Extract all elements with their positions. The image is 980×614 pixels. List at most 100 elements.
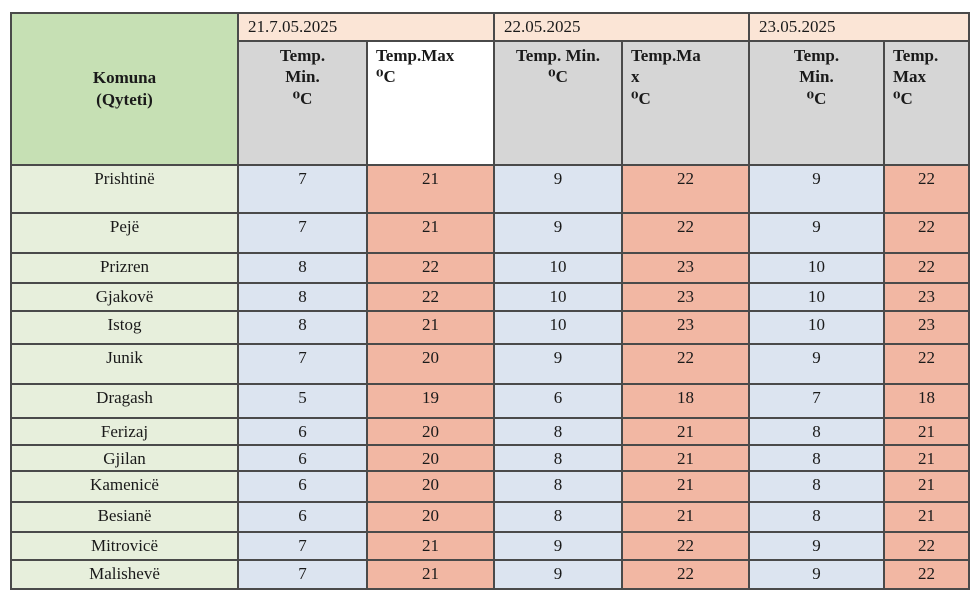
temp-min-value: 8 [748,417,885,446]
temp-min-value: 6 [237,470,368,503]
column-header-row: Temp. Min. ⁰C Temp.Max ⁰C Temp. Min. ⁰C Tem… [11,40,970,166]
temp-max-value: 21 [621,470,750,503]
city-cell: Ferizaj [10,417,239,446]
temp-max-value: 22 [883,343,970,385]
temp-max-value: 20 [366,343,495,385]
temp-max-value: 21 [621,444,750,472]
temp-min-value: 9 [748,343,885,385]
temp-min-value: 10 [493,252,623,284]
temp-max-value: 21 [621,501,750,533]
table-row: Malishevë 7 21 9 22 9 22 [10,559,970,590]
temp-min-value: 8 [237,252,368,284]
temp-max-value: 22 [621,343,750,385]
temp-min-value: 9 [493,559,623,590]
city-cell: Dragash [10,383,239,419]
temp-max-value: 21 [366,531,495,561]
table-row: Prishtinë 7 21 9 22 9 22 [10,164,970,214]
temp-max-value: 23 [621,282,750,312]
city-cell: Prizren [10,252,239,284]
table-row: Prizren 8 22 10 23 10 22 [10,252,970,284]
temp-min-value: 10 [748,252,885,284]
temp-max-value: 21 [366,559,495,590]
temp-min-value: 8 [748,444,885,472]
temp-max-value: 22 [883,212,970,254]
temp-min-value: 8 [493,501,623,533]
temp-min-value: 8 [237,310,368,345]
temp-max-value: 21 [366,310,495,345]
temp-max-value: 18 [883,383,970,419]
temp-min-value: 9 [493,531,623,561]
temp-min-value: 8 [493,417,623,446]
temp-max-value: 21 [883,417,970,446]
temp-max-value: 22 [621,212,750,254]
city-cell: Junik [10,343,239,385]
city-cell: Mitrovicë [10,531,239,561]
temp-max-value: 21 [621,417,750,446]
temp-min-value: 6 [493,383,623,419]
temp-max-column-header: Temp.Ma x ⁰C [621,40,750,166]
city-cell: Prishtinë [10,164,239,214]
temp-min-value: 9 [748,559,885,590]
city-cell: Besianë [10,501,239,533]
temp-max-value: 22 [366,252,495,284]
table-row: Mitrovicë 7 21 9 22 9 22 [10,531,970,561]
temp-min-value: 9 [493,212,623,254]
temp-max-value: 18 [621,383,750,419]
table-row: Gjilan 6 20 8 21 8 21 [10,444,970,472]
temp-max-value: 22 [621,559,750,590]
date-header-row: Komuna (Qyteti) 21.7.05.2025 22.05.2025 23… [10,12,970,166]
table-row: Gjakovë 8 22 10 23 10 23 [10,282,970,312]
temp-max-value: 20 [366,470,495,503]
temp-max-value: 19 [366,383,495,419]
temp-min-value: 10 [493,310,623,345]
temp-max-value: 22 [883,164,970,214]
temp-min-value: 7 [237,164,368,214]
temp-max-column-header: Temp.Max ⁰C [366,40,495,166]
temp-max-value: 21 [366,164,495,214]
temp-min-value: 7 [237,212,368,254]
table-row: Dragash 5 19 6 18 7 18 [10,383,970,419]
temp-min-value: 7 [237,531,368,561]
city-cell: Istog [10,310,239,345]
temp-max-value: 20 [366,501,495,533]
table-body: Prishtinë 7 21 9 22 9 22 Pejë 7 21 9 22 9 22 Prizren 8 2… [10,164,970,590]
date-header: 22.05.2025 [493,12,750,42]
temp-max-value: 23 [621,310,750,345]
date-header: 21.7.05.2025 [237,12,495,42]
city-cell: Gjilan [10,444,239,472]
city-cell: Malishevë [10,559,239,590]
temp-min-value: 9 [748,164,885,214]
temp-min-value: 8 [237,282,368,312]
temp-min-value: 7 [748,383,885,419]
table-row: Besianë 6 20 8 21 8 21 [10,501,970,533]
table-row: Ferizaj 6 20 8 21 8 21 [10,417,970,446]
temp-max-value: 23 [883,310,970,345]
temp-min-column-header: Temp. Min. ⁰C [237,40,368,166]
city-cell: Kamenicë [10,470,239,503]
temp-min-value: 5 [237,383,368,419]
temp-min-value: 6 [237,444,368,472]
temp-min-value: 8 [493,444,623,472]
table-row: Istog 8 21 10 23 10 23 [10,310,970,345]
temp-min-value: 6 [237,417,368,446]
table-header: Komuna (Qyteti) 21.7.05.2025 22.05.2025 23… [10,12,970,166]
temp-max-value: 22 [883,559,970,590]
city-cell: Gjakovë [10,282,239,312]
temp-min-value: 9 [748,531,885,561]
temp-min-value: 10 [748,310,885,345]
temp-max-value: 23 [621,252,750,284]
weather-forecast-table: Komuna (Qyteti) 21.7.05.2025 22.05.2025 23… [10,12,970,590]
temp-min-value: 7 [237,343,368,385]
temp-min-value: 6 [237,501,368,533]
temp-min-value: 8 [748,501,885,533]
temp-max-value: 23 [883,282,970,312]
temp-max-value: 21 [883,501,970,533]
temp-max-value: 22 [883,252,970,284]
date-header: 23.05.2025 [748,12,970,42]
temp-max-value: 21 [366,212,495,254]
temp-max-value: 21 [883,470,970,503]
temp-min-value: 9 [493,343,623,385]
temp-max-value: 22 [621,531,750,561]
city-cell: Pejë [10,212,239,254]
temp-min-value: 10 [748,282,885,312]
